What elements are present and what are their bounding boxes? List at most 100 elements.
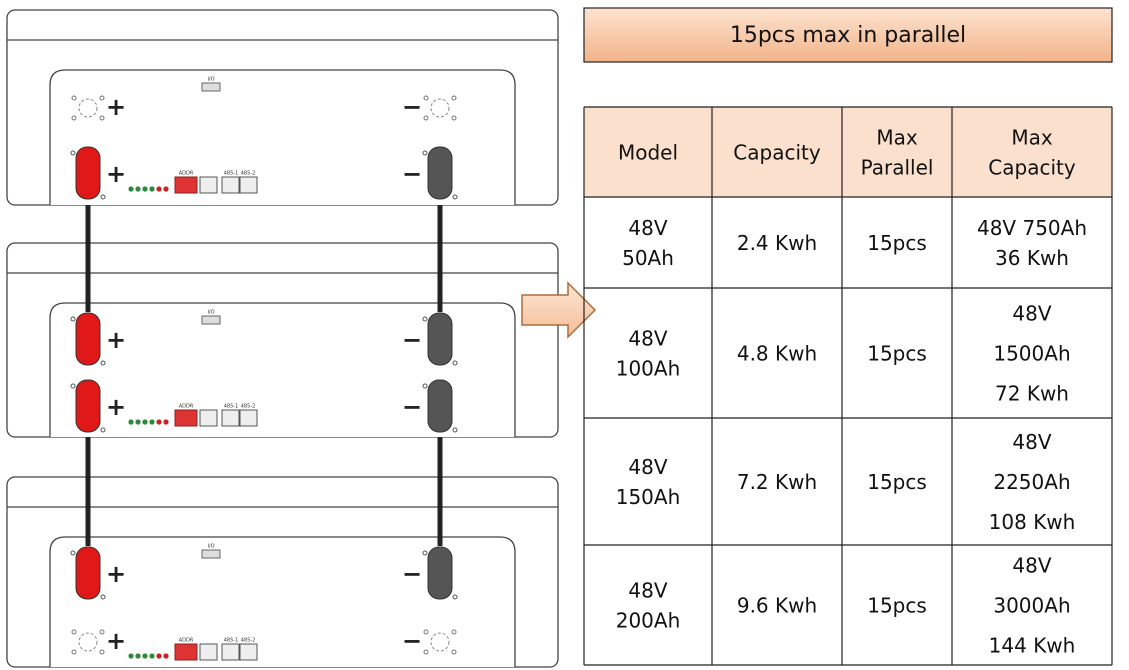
io-port: [201, 315, 221, 325]
screw-hole: [71, 115, 77, 121]
plus-sign: +: [106, 560, 126, 588]
cell-text: 48V: [628, 327, 667, 351]
led: [149, 419, 155, 425]
port-label: 485-1: [224, 404, 239, 410]
port: [199, 176, 218, 194]
screw-hole: [423, 95, 429, 101]
cell-text: 48V: [628, 455, 667, 479]
cell-text: 15pcs: [867, 470, 927, 494]
led: [163, 186, 169, 192]
header-bg: [584, 107, 1112, 197]
cell-text: 48V: [1012, 302, 1051, 326]
addr-switch: [174, 409, 198, 427]
led: [128, 653, 134, 659]
banner-text: 15pcs max in parallel: [730, 23, 966, 48]
plus-sign: +: [106, 326, 126, 354]
port-label: 485-2: [241, 404, 256, 410]
screw-hole: [422, 316, 428, 322]
port-label: 485-2: [241, 171, 256, 177]
screw-hole: [70, 550, 76, 556]
port-label: 485-1: [224, 171, 239, 177]
plus-sign: +: [106, 393, 126, 421]
front-panel: [49, 69, 516, 205]
led: [135, 186, 141, 192]
minus-sign: −: [402, 627, 422, 655]
screw-hole: [423, 649, 429, 655]
screw-hole: [422, 550, 428, 556]
screw-hole: [99, 115, 105, 121]
screw-hole: [423, 629, 429, 635]
screw-hole: [422, 383, 428, 389]
terminal: [78, 98, 98, 118]
screw-hole: [70, 150, 76, 156]
led: [149, 186, 155, 192]
cell-text: 9.6 Kwh: [737, 594, 817, 618]
screw-hole: [452, 427, 458, 433]
led: [163, 419, 169, 425]
cell-text: 48V: [1012, 430, 1051, 454]
screw-hole: [71, 95, 77, 101]
cell-text: 48V: [628, 579, 667, 603]
table: Model Capacity Max Parallel Max Capacity 48V 50…: [583, 106, 1113, 666]
led: [142, 186, 148, 192]
addr-switch: [174, 176, 198, 194]
connector: [75, 546, 101, 600]
cell-text: 1500Ah: [993, 342, 1070, 366]
cell-text: 15pcs: [867, 231, 927, 255]
connector: [427, 379, 453, 433]
port: [239, 409, 258, 427]
addr-switch: [174, 643, 198, 661]
led: [156, 653, 162, 659]
cell-text: 48V: [1012, 554, 1051, 578]
connector: [75, 379, 101, 433]
minus-sign: −: [402, 560, 422, 588]
cell-text: 50Ah: [622, 246, 674, 270]
screw-hole: [452, 360, 458, 366]
screw-hole: [71, 629, 77, 635]
screw-hole: [452, 194, 458, 200]
addr-label: ADDR: [179, 171, 194, 177]
screw-hole: [422, 150, 428, 156]
cell-text: Capacity: [733, 141, 821, 165]
connector: [75, 146, 101, 200]
front-panel: [49, 302, 516, 437]
minus-sign: −: [402, 93, 422, 121]
led: [128, 186, 134, 192]
arrow: [521, 281, 597, 339]
minus-sign: −: [402, 160, 422, 188]
screw-hole: [70, 383, 76, 389]
cell-text: Max: [1011, 126, 1053, 150]
terminal: [78, 632, 98, 652]
screw-hole: [70, 316, 76, 322]
cell-text: 48V 750Ah: [977, 216, 1087, 240]
cell-text: Parallel: [861, 156, 934, 180]
led: [135, 653, 141, 659]
screw-hole: [71, 649, 77, 655]
cell-text: 144 Kwh: [989, 634, 1076, 658]
screw-hole: [451, 95, 457, 101]
connector: [427, 312, 453, 366]
cell-text: 4.8 Kwh: [737, 342, 817, 366]
connector: [75, 312, 101, 366]
led: [142, 653, 148, 659]
led: [142, 419, 148, 425]
cell-text: 200Ah: [616, 609, 681, 633]
port: [221, 176, 240, 194]
port: [199, 643, 218, 661]
connector: [427, 146, 453, 200]
led: [156, 419, 162, 425]
led: [135, 419, 141, 425]
addr-label: ADDR: [179, 638, 194, 644]
screw-hole: [99, 629, 105, 635]
io-label: I/O: [207, 77, 214, 83]
led: [149, 653, 155, 659]
screw-hole: [100, 594, 106, 600]
cell-text: 108 Kwh: [989, 510, 1076, 534]
plus-sign: +: [106, 160, 126, 188]
screw-hole: [100, 360, 106, 366]
cell-text: Capacity: [988, 156, 1076, 180]
screw-hole: [100, 427, 106, 433]
screw-hole: [451, 629, 457, 635]
io-port: [201, 82, 221, 92]
